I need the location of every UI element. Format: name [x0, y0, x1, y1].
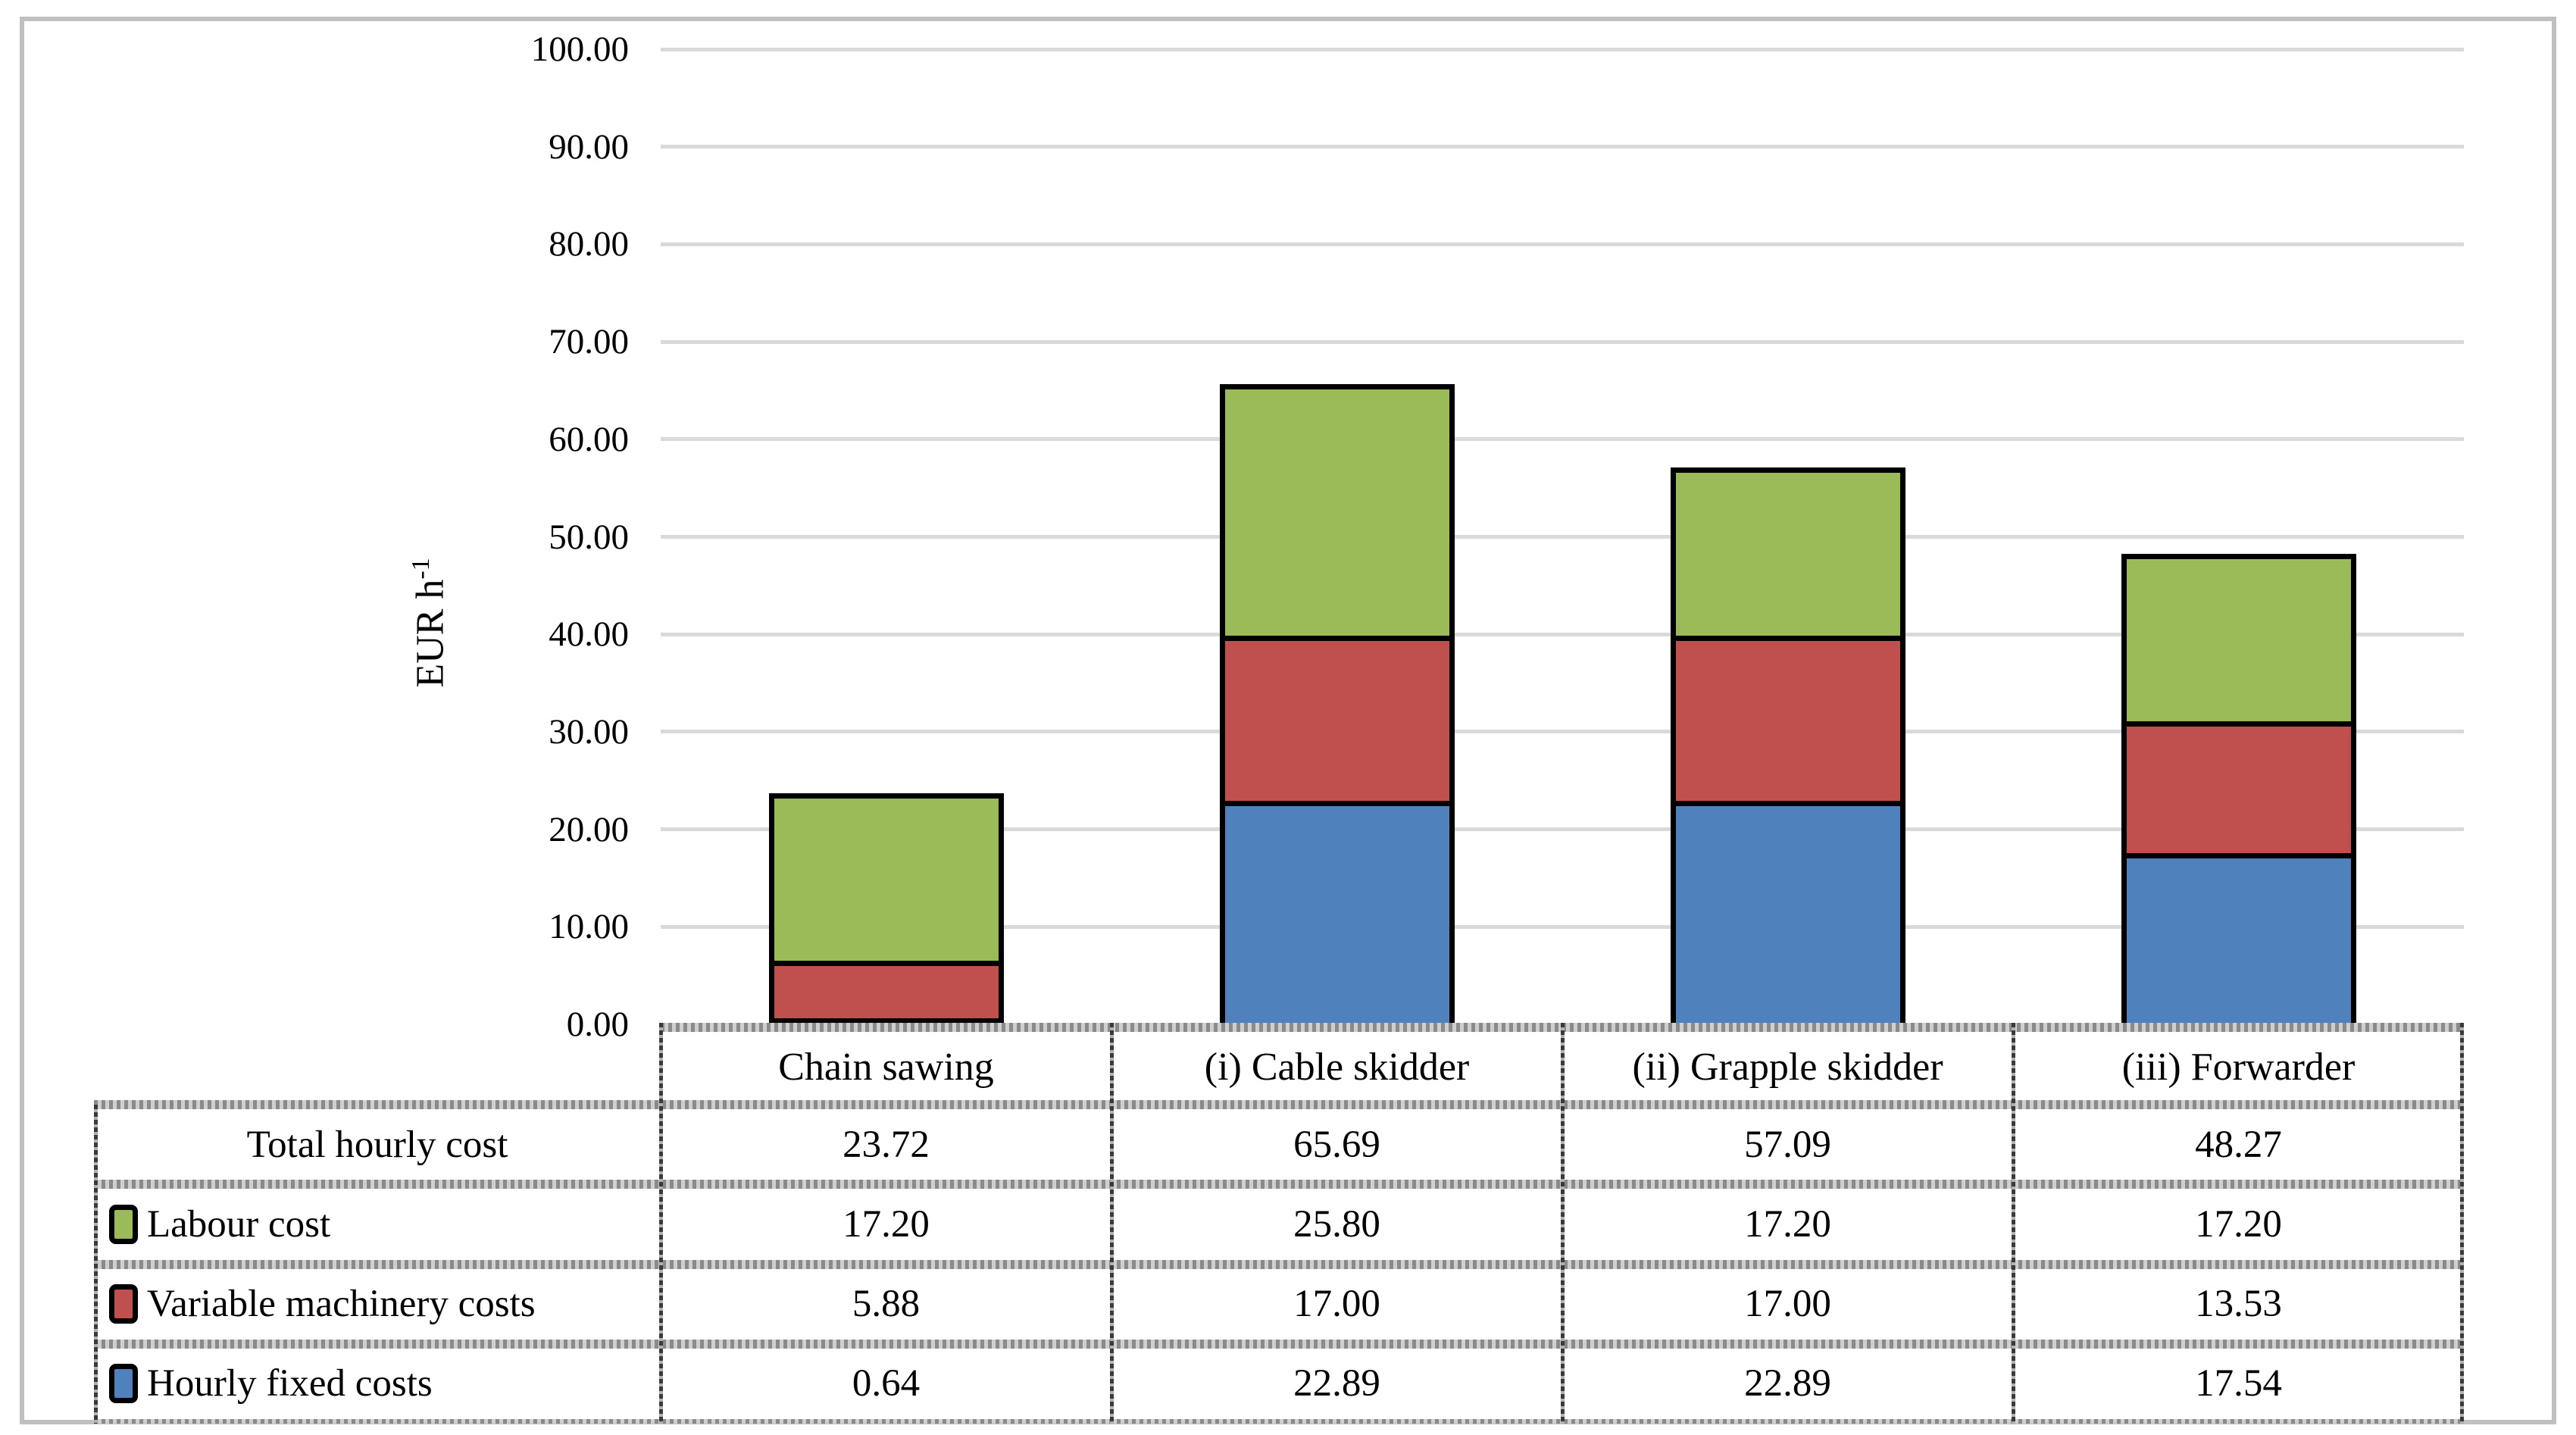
table-row-label-text: Hourly fixed costs: [147, 1362, 433, 1405]
y-tick-label-50: 50.00: [549, 517, 629, 557]
legend-swatch-labour-cost: [109, 1204, 138, 1244]
table-header-cell-0: Chain sawing: [778, 1045, 994, 1089]
gridline-20: [661, 827, 2464, 832]
y-tick-label-70: 70.00: [549, 322, 629, 362]
bar-segment-variable-machinery-costs-cat0: [768, 961, 1004, 1018]
table-row-label-2: Variable machinery costs: [94, 1265, 661, 1344]
table-row-label-text: Labour cost: [147, 1202, 331, 1246]
table-column-border-2: [1561, 1023, 1565, 1424]
y-tick-label-90: 90.00: [549, 127, 629, 167]
gridline-40: [661, 632, 2464, 636]
table-cell-r2-c2: 17.00: [1744, 1283, 1831, 1326]
legend-swatch-hourly-fixed-costs: [109, 1364, 138, 1404]
table-row-separator-3: [94, 1339, 2464, 1349]
table-cell-r1-c3: 17.20: [2195, 1202, 2282, 1246]
bar-segment-labour-cost-cat1: [1219, 383, 1455, 636]
table-cell-r1-c1: 25.80: [1293, 1202, 1380, 1246]
bar-segment-variable-machinery-costs-cat1: [1219, 635, 1455, 802]
y-tick-label-20: 20.00: [549, 809, 629, 849]
table-left-border: [94, 1105, 98, 1424]
table-bottom-border: [94, 1419, 2464, 1424]
table-row-separator-0: [94, 1100, 2464, 1109]
gridline-60: [661, 437, 2464, 442]
table-cell-r1-c2: 17.20: [1744, 1202, 1831, 1246]
table-row-label-text: Variable machinery costs: [147, 1283, 536, 1326]
bar-segment-labour-cost-cat3: [2121, 553, 2356, 722]
bar-segment-hourly-fixed-costs-cat0: [768, 1018, 1004, 1024]
table-row-label-1: Labour cost: [94, 1184, 661, 1264]
bar-segment-hourly-fixed-costs-cat2: [1670, 801, 1905, 1024]
table-cell-r0-c2: 57.09: [1744, 1123, 1831, 1166]
gridline-30: [661, 730, 2464, 734]
table-cell-r2-c0: 5.88: [852, 1283, 921, 1326]
bar-segment-hourly-fixed-costs-cat3: [2121, 853, 2356, 1024]
table-header-cell-1: (i) Cable skidder: [1204, 1045, 1470, 1089]
gridline-10: [661, 924, 2464, 929]
table-cell-r3-c0: 0.64: [852, 1362, 921, 1405]
table-cell-r3-c2: 22.89: [1744, 1362, 1831, 1405]
y-tick-label-30: 30.00: [549, 711, 629, 752]
table-cell-r2-c1: 17.00: [1293, 1283, 1380, 1326]
y-tick-label-80: 80.00: [549, 224, 629, 264]
table-column-border-1: [1110, 1023, 1114, 1424]
table-row-label-0: Total hourly cost: [94, 1105, 661, 1184]
y-tick-label-100: 100.00: [530, 30, 629, 69]
table-row-label-3: Hourly fixed costs: [94, 1344, 661, 1424]
table-cell-r0-c3: 48.27: [2195, 1123, 2282, 1166]
table-cell-r3-c3: 17.54: [2195, 1362, 2282, 1405]
gridline-50: [661, 535, 2464, 539]
y-tick-label-40: 40.00: [549, 614, 629, 655]
y-tick-label-60: 60.00: [549, 419, 629, 459]
gridline-100: [661, 47, 2464, 52]
table-header-cell-3: (iii) Forwarder: [2121, 1045, 2356, 1089]
table-column-border-3: [2012, 1023, 2015, 1424]
table-row-label-text: Total hourly cost: [246, 1123, 508, 1166]
table-cell-r2-c3: 13.53: [2195, 1283, 2282, 1326]
gridline-80: [661, 242, 2464, 246]
table-header-cell-2: (ii) Grapple skidder: [1632, 1045, 1943, 1089]
table-row-separator-1: [94, 1180, 2464, 1190]
bar-segment-labour-cost-cat0: [768, 793, 1004, 961]
bar-segment-variable-machinery-costs-cat2: [1670, 635, 1905, 802]
legend-swatch-variable-machinery-costs: [109, 1284, 138, 1324]
bar-segment-variable-machinery-costs-cat3: [2121, 721, 2356, 854]
bar-segment-labour-cost-cat2: [1670, 467, 1905, 636]
y-tick-label-0: 0.00: [566, 1005, 629, 1044]
table-cell-r0-c1: 65.69: [1293, 1123, 1380, 1166]
gridline-90: [661, 145, 2464, 149]
y-tick-label-10: 10.00: [549, 907, 629, 947]
gridline-70: [661, 339, 2464, 344]
table-cell-r0-c0: 23.72: [843, 1123, 930, 1166]
table-column-border-4: [2460, 1023, 2464, 1424]
bar-segment-hourly-fixed-costs-cat1: [1219, 801, 1455, 1024]
table-cell-r3-c1: 22.89: [1293, 1362, 1380, 1405]
y-axis-title-superscript: -1: [407, 558, 435, 580]
table-cell-r1-c0: 17.20: [843, 1202, 930, 1246]
table-row-separator-2: [94, 1259, 2464, 1269]
table-column-border-0: [659, 1023, 663, 1424]
